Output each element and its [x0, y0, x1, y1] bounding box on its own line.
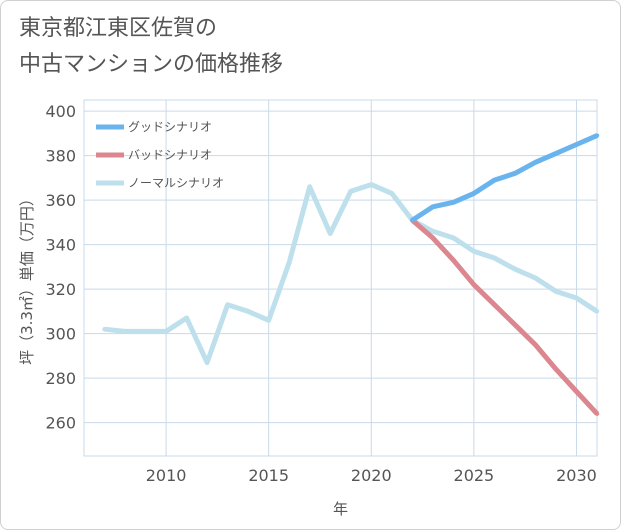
y-tick-label: 300 [45, 325, 76, 344]
data-point-normal [471, 249, 477, 254]
data-point-bad [451, 258, 456, 263]
data-point-normal [533, 275, 538, 281]
data-point-normal [184, 315, 189, 321]
data-point-normal [430, 229, 435, 234]
data-point-good [492, 177, 497, 183]
data-point-normal [512, 266, 518, 272]
data-point-bad [512, 322, 518, 327]
y-tick-label: 260 [45, 414, 76, 433]
x-tick-label: 2020 [351, 466, 392, 485]
data-point-good [553, 151, 559, 156]
y-tick-label: 280 [45, 369, 76, 388]
data-point-good [533, 160, 538, 165]
y-tick-label: 360 [45, 191, 76, 210]
plot-frame [83, 99, 598, 457]
series-line-bad [410, 218, 599, 416]
x-axis-label: 年 [333, 500, 348, 518]
y-tick-label: 400 [45, 102, 76, 121]
x-tick-label: 2010 [146, 466, 187, 485]
data-point-normal [328, 231, 333, 236]
data-point-normal [574, 295, 579, 301]
data-point-bad [553, 367, 559, 372]
x-tick-label: 2030 [556, 466, 597, 485]
data-point-good [594, 133, 600, 138]
data-point-normal [594, 309, 600, 314]
data-point-normal [389, 191, 394, 196]
series [102, 133, 600, 416]
data-point-normal [287, 260, 292, 265]
data-point-good [451, 200, 456, 205]
data-point-normal [369, 182, 374, 187]
data-point-normal [266, 318, 271, 323]
y-tick-label: 340 [45, 236, 76, 255]
data-point-normal [143, 329, 148, 334]
y-tick-label: 320 [45, 280, 76, 299]
legend-label-good: グッドシナリオ [128, 120, 212, 134]
data-point-bad [594, 411, 600, 416]
data-point-bad [471, 282, 477, 287]
legend-label-normal: ノーマルシナリオ [128, 176, 224, 190]
data-point-good [512, 171, 518, 176]
legend-label-bad: バッドシナリオ [128, 148, 212, 162]
data-point-normal [553, 289, 559, 294]
chart-title: 東京都江東区佐賀の 中古マンションの価格推移 [19, 16, 284, 77]
data-point-normal [246, 309, 251, 314]
data-point-normal [102, 327, 107, 332]
x-tick-label: 2025 [454, 466, 495, 485]
data-point-normal [492, 255, 497, 261]
y-tick-label: 380 [45, 147, 76, 166]
data-point-normal [307, 184, 312, 189]
data-point-good [430, 204, 435, 209]
data-point-normal [122, 329, 128, 334]
data-point-good [410, 218, 415, 223]
x-tick-label: 2015 [248, 466, 289, 485]
data-point-bad [492, 302, 497, 307]
data-point-good [471, 191, 477, 196]
y-axis-label: 坪（3.3㎡）単価（万円） [18, 191, 36, 365]
data-point-bad [430, 235, 435, 241]
data-point-bad [533, 342, 538, 347]
data-point-good [574, 142, 579, 147]
data-point-normal [204, 360, 210, 365]
data-point-normal [348, 189, 353, 194]
axes: 2010 2015 2020 2025 2030 260 280 300 320 340 360 38… [18, 102, 597, 518]
grid [83, 99, 598, 457]
data-point-normal [451, 235, 456, 241]
data-point-normal [163, 329, 169, 334]
data-point-normal [225, 302, 230, 307]
series-line-good [410, 133, 598, 223]
data-point-bad [574, 389, 579, 394]
